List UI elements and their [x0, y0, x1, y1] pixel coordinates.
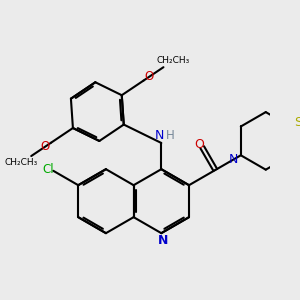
- Text: O: O: [41, 140, 50, 153]
- Text: Cl: Cl: [43, 164, 54, 176]
- Text: N: N: [228, 153, 238, 166]
- Text: H: H: [166, 129, 175, 142]
- Text: CH₂CH₃: CH₂CH₃: [156, 56, 189, 65]
- Text: O: O: [145, 70, 154, 83]
- Text: CH₂CH₃: CH₂CH₃: [4, 158, 38, 167]
- Text: N: N: [158, 234, 168, 247]
- Text: N: N: [155, 129, 164, 142]
- Text: S: S: [294, 116, 300, 128]
- Text: O: O: [194, 138, 204, 151]
